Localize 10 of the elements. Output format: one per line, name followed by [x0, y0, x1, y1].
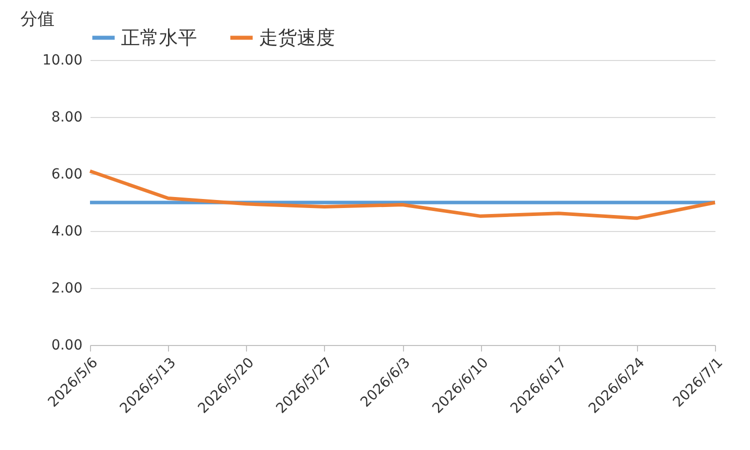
- y-tick-label: 2.00: [51, 280, 82, 296]
- y-tick-label: 10.00: [42, 52, 82, 68]
- y-tick-label: 0.00: [51, 338, 82, 354]
- y-axis-title: 分值: [20, 10, 54, 30]
- line-series: [88, 169, 717, 220]
- y-tick-label: 6.00: [51, 166, 82, 182]
- legend-label: 走货速度: [259, 26, 335, 49]
- y-tick-label: 4.00: [51, 224, 82, 240]
- y-tick-label: 8.00: [51, 110, 82, 126]
- legend-label: 正常水平: [121, 26, 197, 49]
